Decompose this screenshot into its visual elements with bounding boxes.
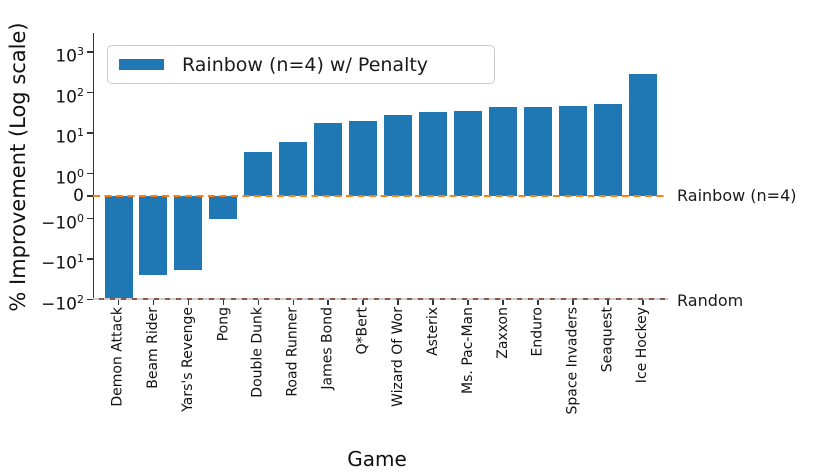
x-tick-mark (467, 300, 469, 305)
x-tick-label-zaxxon: Zaxxon (494, 307, 511, 359)
x-tick-mark (292, 300, 294, 305)
x-tick-label-road-runner: Road Runner (284, 307, 301, 397)
x-tick-label-seaquest: Seaquest (599, 307, 616, 373)
bar-double-dunk (244, 151, 273, 196)
x-tick-label-wizard-of-wor: Wizard Of Wor (389, 307, 406, 407)
x-tick-mark (572, 300, 574, 305)
y-tick-mark (87, 298, 93, 301)
x-tick-mark (537, 300, 539, 305)
x-tick-label-enduro: Enduro (529, 307, 546, 357)
plot-area (92, 33, 668, 301)
x-tick-label-space-invaders: Space Invaders (564, 307, 581, 415)
legend-swatch (119, 59, 164, 70)
x-tick-label-yars-s-revenge: Yars's Revenge (179, 307, 196, 412)
rainbow-baseline-line (93, 194, 668, 198)
random-baseline-line (93, 297, 668, 301)
bar-asterix (419, 112, 448, 196)
y-tick-mark (87, 51, 93, 53)
x-tick-label-ms-pac-man: Ms. Pac-Man (459, 307, 476, 394)
y-tick-mark (87, 258, 93, 260)
bar-yars-s-revenge (174, 196, 203, 271)
bar-seaquest (593, 103, 622, 196)
y-axis-line (92, 33, 94, 300)
y-tick-mark (87, 195, 93, 197)
x-tick-mark (222, 300, 225, 305)
x-tick-mark (607, 300, 609, 305)
y-tick-mark (87, 91, 93, 94)
random-baseline-label: Random (677, 291, 744, 310)
y-tick-label: 101 (55, 126, 84, 148)
x-tick-mark (257, 300, 260, 305)
y-tick-mark (87, 217, 93, 220)
x-tick-mark (327, 300, 329, 305)
x-tick-mark (397, 300, 399, 305)
bar-space-invaders (558, 105, 587, 196)
legend-label: Rainbow (n=4) w/ Penalty (182, 53, 429, 76)
bar-q-bert (349, 120, 378, 196)
y-tick-label: 103 (55, 45, 84, 67)
y-tick-label: −101 (41, 252, 84, 274)
rainbow-baseline-label: Rainbow (n=4) (677, 186, 797, 205)
y-tick-label: 0 (73, 186, 84, 206)
bar-beam-rider (139, 196, 168, 276)
y-tick-label: 102 (55, 85, 84, 108)
bar-ms-pac-man (454, 111, 482, 196)
bar-ice-hockey (628, 73, 657, 196)
x-tick-mark (502, 300, 504, 305)
bar-pong (209, 196, 238, 219)
x-axis-label: Game (347, 447, 407, 471)
bar-demon-attack (104, 196, 133, 299)
bar-enduro (523, 106, 552, 196)
x-tick-label-beam-rider: Beam Rider (144, 307, 161, 389)
y-tick-mark (87, 172, 93, 175)
x-tick-mark (642, 300, 644, 305)
y-tick-label: −102 (41, 292, 84, 315)
bar-wizard-of-wor (384, 114, 413, 196)
legend: Rainbow (n=4) w/ Penalty (107, 45, 495, 84)
x-tick-mark (432, 300, 434, 305)
bar-road-runner (279, 141, 308, 196)
x-tick-mark (362, 300, 364, 305)
bar-zaxxon (488, 106, 517, 196)
x-tick-mark (117, 300, 120, 305)
x-tick-label-asterix: Asterix (424, 307, 441, 356)
y-tick-label: −100 (41, 211, 84, 234)
x-tick-label-demon-attack: Demon Attack (110, 307, 126, 407)
x-tick-label-pong: Pong (214, 307, 231, 342)
x-tick-label-q-bert: Q*Bert (354, 307, 371, 355)
x-tick-mark (187, 300, 190, 305)
random-baseline-dashes (93, 298, 668, 300)
y-tick-label: 100 (55, 166, 84, 189)
x-tick-label-double-dunk: Double Dunk (249, 307, 266, 398)
bar-james-bond (314, 122, 343, 196)
x-tick-label-ice-hockey: Ice Hockey (634, 307, 651, 384)
x-tick-label-james-bond: James Bond (319, 307, 336, 390)
x-tick-mark (152, 300, 155, 305)
y-tick-mark (87, 132, 93, 134)
